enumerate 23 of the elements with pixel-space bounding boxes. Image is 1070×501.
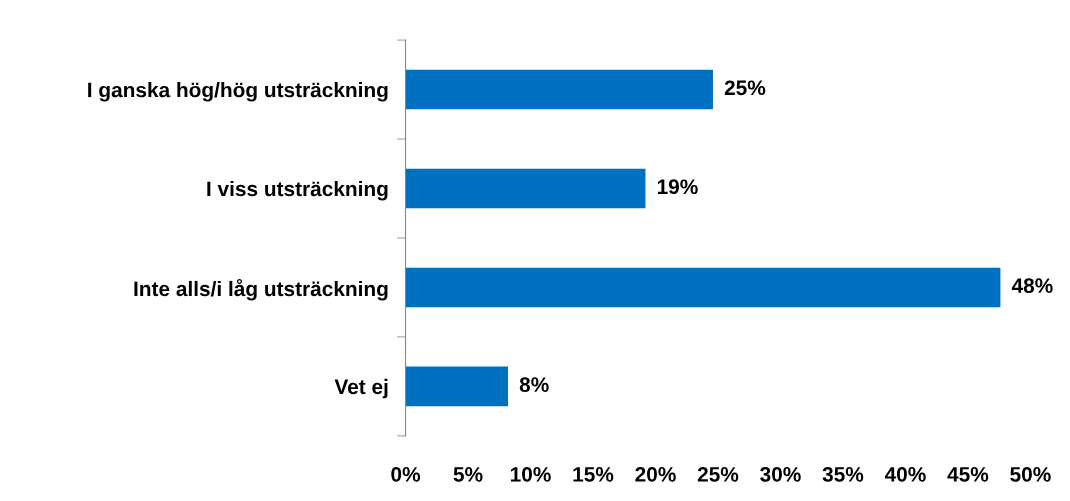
y-tick-label: Inte alls/i låg utsträckning — [134, 278, 388, 301]
y-tick-label: I ganska hög/hög utsträckning — [88, 82, 388, 102]
x-tick-label: 30% — [760, 466, 801, 482]
x-tick-label: 5% — [453, 467, 483, 482]
x-tick-label: 25% — [697, 466, 739, 482]
x-tick-label: 0% — [391, 466, 421, 482]
data-label: 48% — [1011, 278, 1053, 294]
x-tick-label: 40% — [884, 466, 926, 482]
data-label: 19% — [657, 179, 698, 195]
bar — [405, 366, 509, 407]
data-label: 8% — [519, 377, 549, 392]
x-tick-label: 20% — [635, 466, 676, 482]
x-tick-label: 15% — [573, 467, 614, 482]
y-tick-label: Vet ej — [334, 378, 388, 399]
x-tick-label: 45% — [947, 467, 989, 482]
bar — [405, 168, 646, 209]
x-tick-label: 50% — [1010, 466, 1051, 482]
y-tick-label: I viss utsträckning — [207, 180, 388, 201]
x-tick-label: 35% — [822, 466, 864, 482]
bar — [405, 267, 1001, 308]
bar — [405, 69, 713, 110]
x-tick-label: 10% — [510, 466, 551, 482]
data-label: 25% — [724, 80, 766, 96]
